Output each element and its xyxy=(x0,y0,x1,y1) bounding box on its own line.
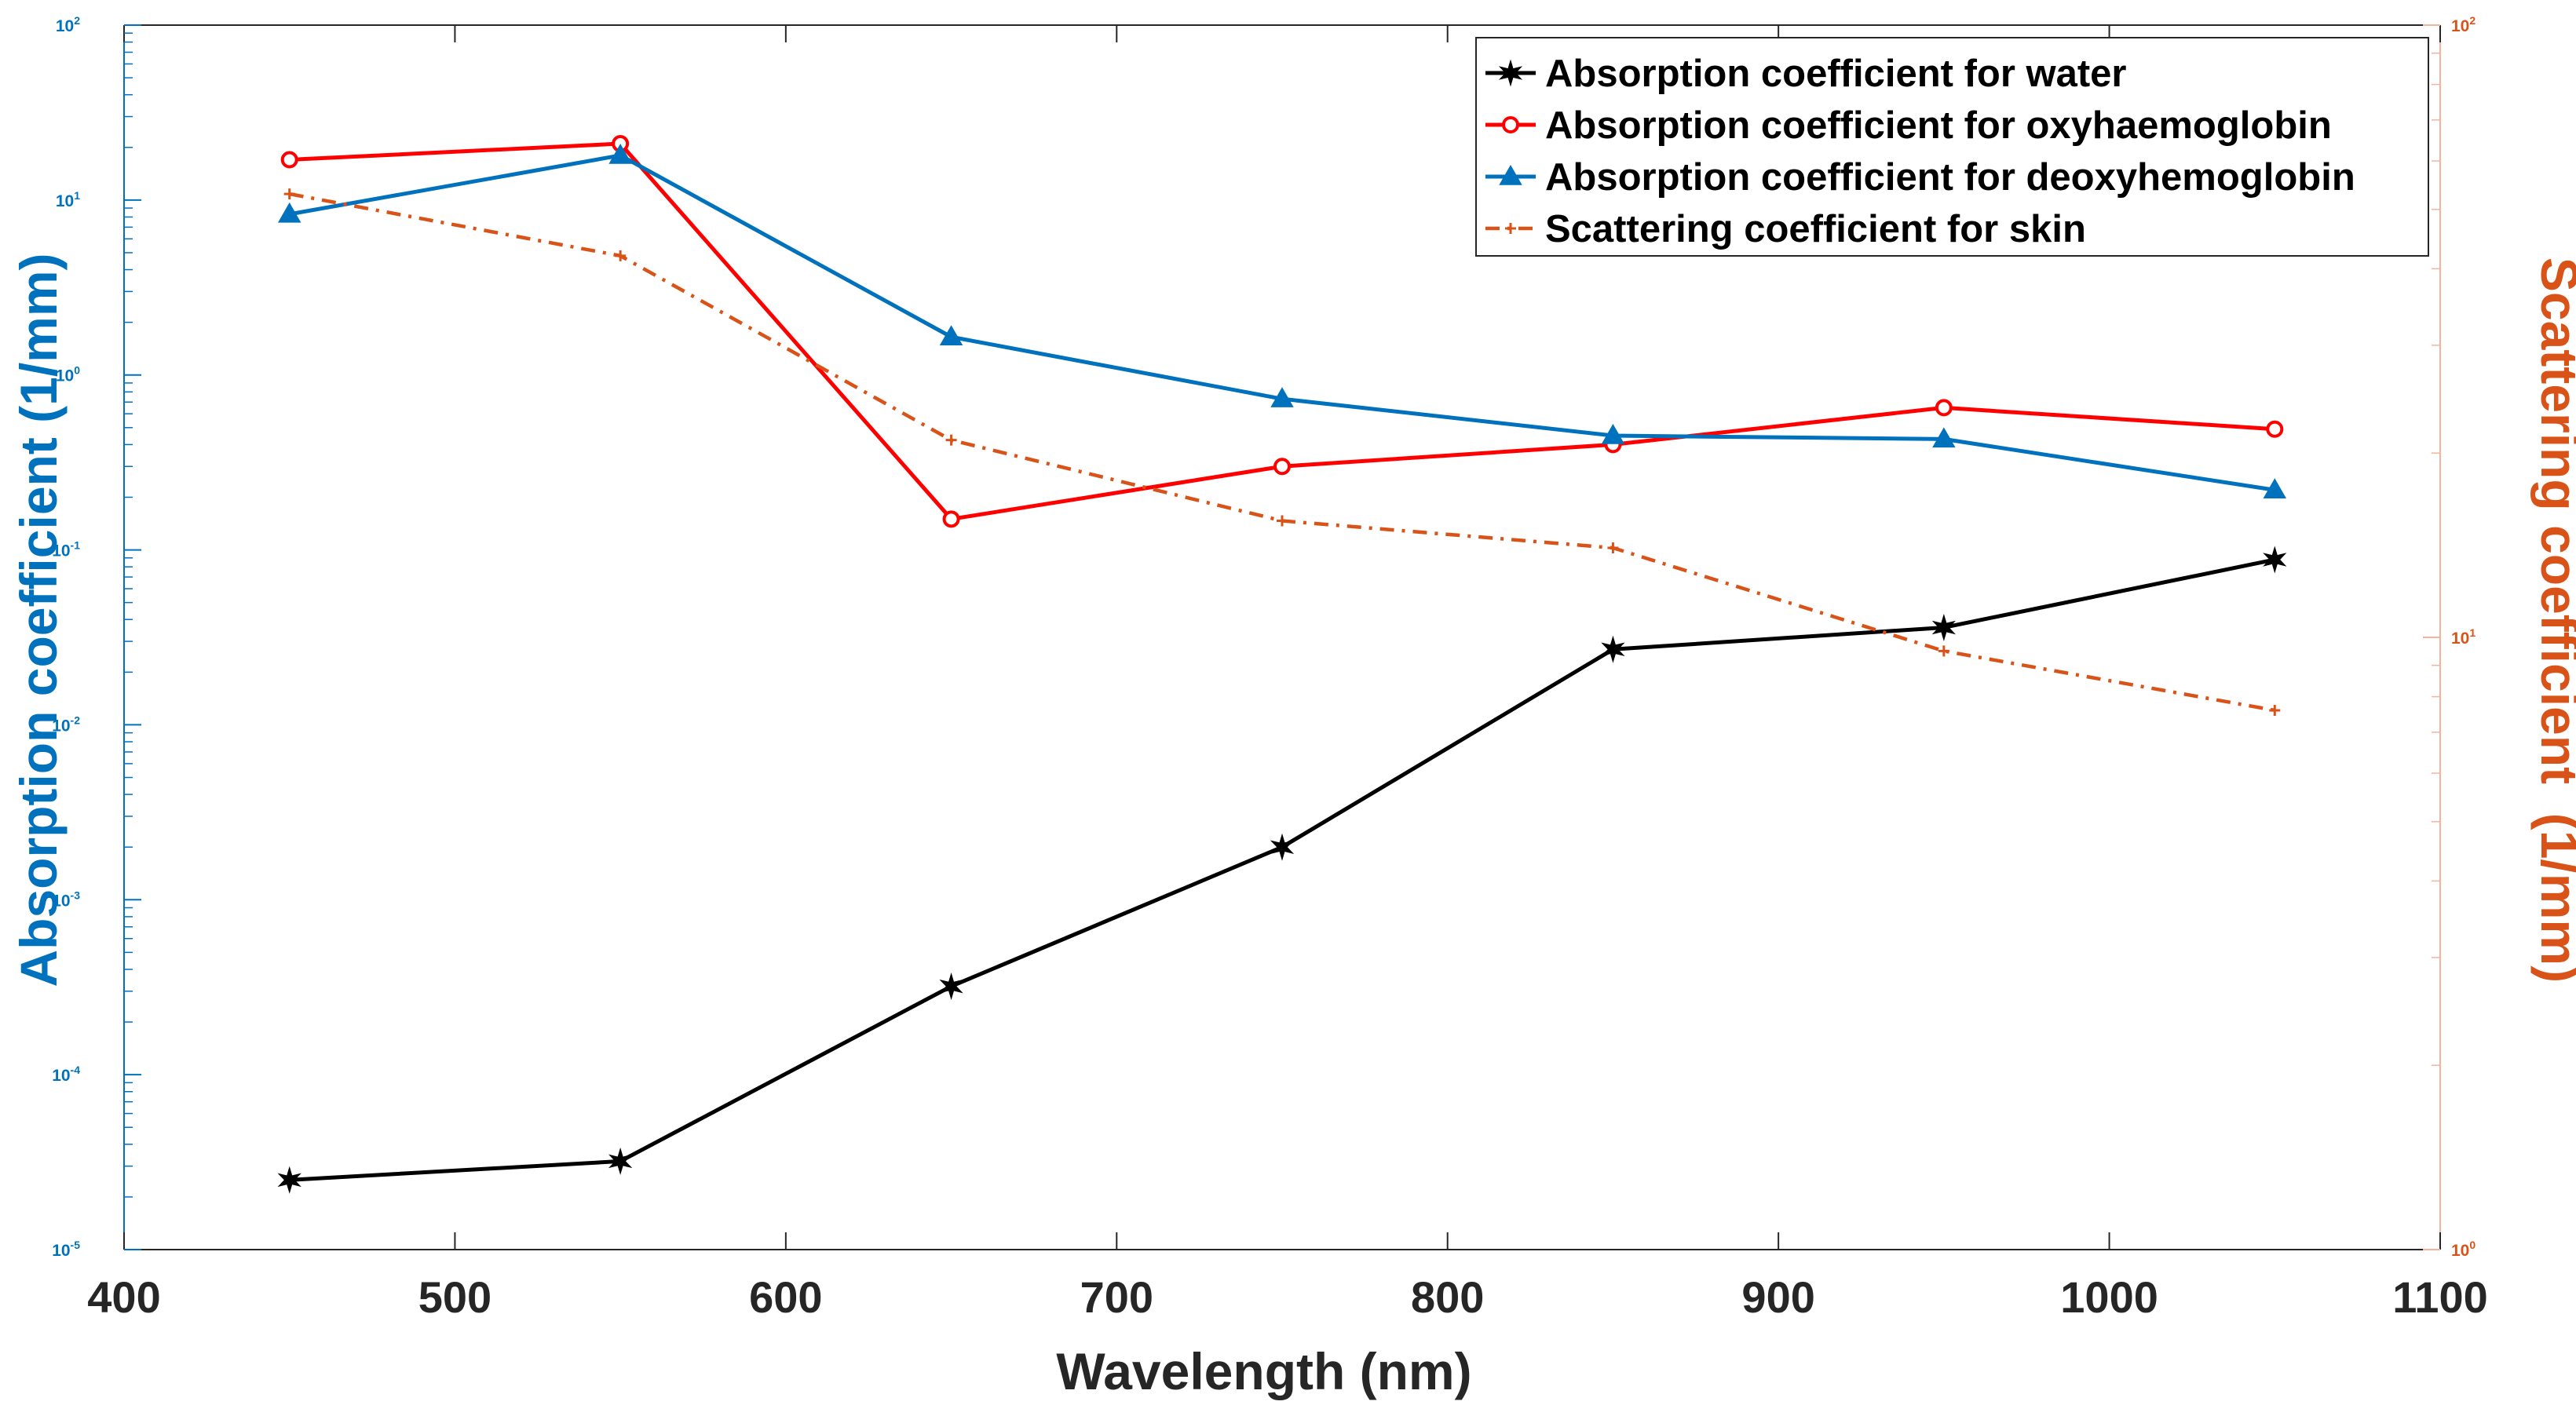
right-axis-title: Scattering coefficient (1/mm) xyxy=(2530,257,2576,983)
data-point xyxy=(939,325,963,345)
legend-label-skin-scattering: Scattering coefficient for skin xyxy=(1545,208,2086,250)
left-axis-title: Absorption coefficient (1/mm) xyxy=(9,253,68,987)
data-point xyxy=(1270,833,1295,861)
left-y-tick-label: 10-5 xyxy=(52,1239,80,1260)
x-tick-label: 800 xyxy=(1411,1272,1484,1322)
data-point xyxy=(942,510,960,528)
x-tick-label: 700 xyxy=(1080,1272,1153,1322)
series-3 xyxy=(283,188,2281,716)
data-point xyxy=(277,202,301,223)
data-point xyxy=(283,188,295,200)
data-point xyxy=(1607,542,1619,554)
data-point xyxy=(1932,427,1956,448)
data-point xyxy=(608,1147,633,1175)
series-0 xyxy=(277,546,2287,1194)
data-point xyxy=(1601,423,1625,444)
legend-swatches xyxy=(1485,59,1536,234)
legend-swatch-marker xyxy=(1502,116,1519,133)
data-point xyxy=(1270,387,1294,407)
series-layer xyxy=(277,135,2287,1194)
left-y-tick-label: 10-4 xyxy=(52,1064,80,1085)
legend-box xyxy=(1475,37,2429,257)
legend-swatch-marker xyxy=(1499,164,1522,185)
data-point xyxy=(1601,635,1625,663)
data-point xyxy=(2263,546,2287,574)
x-tick-label: 900 xyxy=(1741,1272,1814,1322)
data-point xyxy=(1931,613,1957,641)
x-tick-label: 400 xyxy=(87,1272,160,1322)
legend-swatch-marker xyxy=(1498,59,1523,87)
right-y-tick-label: 100 xyxy=(2451,1239,2476,1260)
left-y-tick-label: 102 xyxy=(56,14,80,35)
data-point xyxy=(2263,478,2287,499)
data-point xyxy=(1938,645,1949,657)
x-tick-label: 500 xyxy=(418,1272,491,1322)
data-point xyxy=(945,434,957,446)
x-tick-label: 1000 xyxy=(2060,1272,2158,1322)
left-y-tick-label: 101 xyxy=(56,189,80,210)
series-2 xyxy=(277,143,2287,499)
x-tick-label: 1100 xyxy=(2392,1272,2488,1322)
data-point xyxy=(277,1166,301,1194)
axes: 400 500 600 700 800 900 1000 110010210110010-11… xyxy=(52,14,2488,1322)
right-y-tick-label: 101 xyxy=(2451,626,2476,648)
data-point xyxy=(1277,515,1288,527)
legend: Absorption coefficient for water Absorpt… xyxy=(1475,37,2429,257)
legend-label-deoxyhemoglobin: Absorption coefficient for deoxyhemoglob… xyxy=(1545,156,2355,199)
legend-swatch-marker xyxy=(1505,223,1516,234)
x-axis-title: Wavelength (nm) xyxy=(1056,1342,1471,1400)
x-tick-label: 600 xyxy=(749,1272,822,1322)
data-point xyxy=(2266,420,2284,438)
data-point xyxy=(939,973,963,1001)
data-point xyxy=(608,143,632,164)
data-point xyxy=(1273,458,1291,476)
data-point xyxy=(615,250,627,261)
data-point xyxy=(2269,704,2281,716)
legend-label-water: Absorption coefficient for water xyxy=(1545,53,2127,95)
data-point xyxy=(280,151,298,169)
data-point xyxy=(1935,399,1953,417)
legend-label-oxyhaemoglobin: Absorption coefficient for oxyhaemoglobi… xyxy=(1545,104,2332,147)
right-y-tick-label: 102 xyxy=(2451,14,2476,35)
